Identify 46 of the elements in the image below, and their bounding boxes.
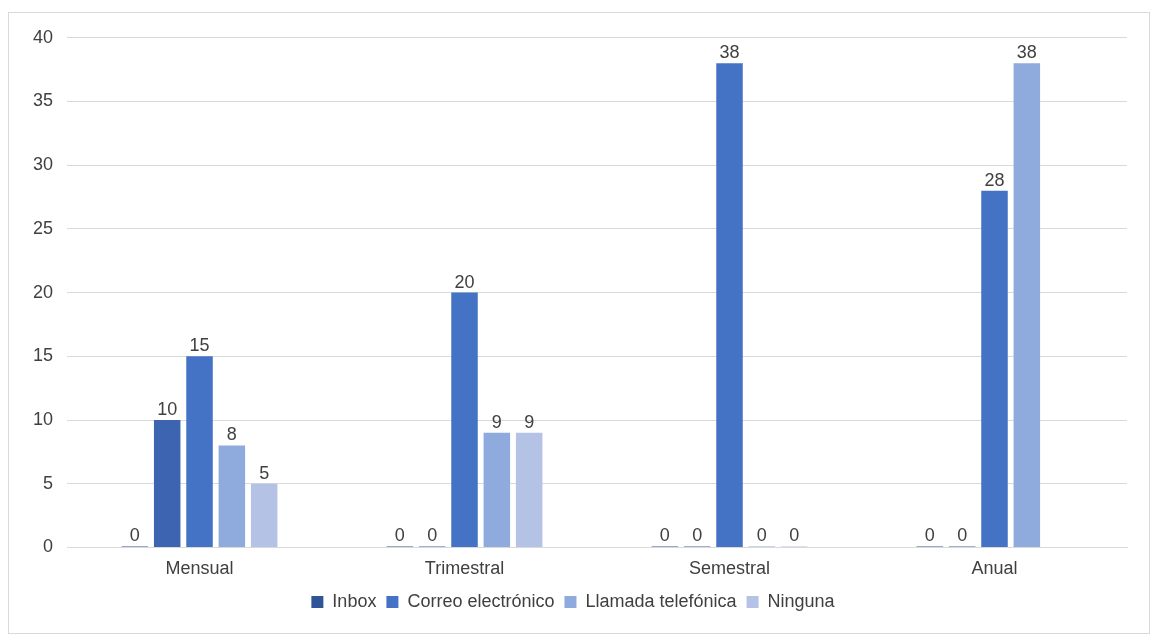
y-tick-label: 35 <box>32 90 54 111</box>
data-label: 5 <box>259 462 270 483</box>
x-tick-label: Mensual <box>165 558 234 579</box>
y-tick-label: 5 <box>43 472 54 493</box>
bar <box>483 432 511 547</box>
x-tick-label: Anual <box>971 558 1018 579</box>
data-label: 38 <box>1016 42 1037 63</box>
bar <box>250 483 278 547</box>
y-tick-label: 10 <box>32 408 54 429</box>
y-tick-label: 15 <box>32 345 54 366</box>
x-tick-label: Trimestral <box>424 558 505 579</box>
legend-label: Llamada telefónica <box>585 590 738 611</box>
data-label: 9 <box>491 411 502 432</box>
y-tick-label: 40 <box>32 26 54 47</box>
data-label: 0 <box>394 525 405 546</box>
bar <box>186 356 213 547</box>
data-label: 38 <box>719 42 740 63</box>
bar <box>218 445 246 547</box>
data-label: 28 <box>984 169 1005 190</box>
x-tick-label: Semestral <box>688 558 771 579</box>
data-label: 0 <box>129 525 140 546</box>
legend-label: Correo electrónico <box>407 590 555 611</box>
data-label: 0 <box>659 525 670 546</box>
data-label: 15 <box>189 335 210 356</box>
y-tick-label: 0 <box>43 536 54 557</box>
data-label: 10 <box>157 399 178 419</box>
bar <box>981 190 1008 547</box>
bar <box>153 420 181 547</box>
data-label: 0 <box>957 525 968 546</box>
bar <box>1013 63 1041 547</box>
legend-label: Inbox <box>332 590 377 611</box>
data-label: 8 <box>226 424 237 445</box>
legend-label: Ninguna <box>767 590 836 611</box>
y-tick-label: 20 <box>32 281 54 302</box>
bar <box>515 432 543 547</box>
data-label: 0 <box>756 525 767 546</box>
data-label: 9 <box>524 411 535 432</box>
data-label: 0 <box>427 525 438 546</box>
y-tick-label: 25 <box>32 217 54 238</box>
data-label: 0 <box>789 525 800 546</box>
bar <box>451 292 478 547</box>
data-label: 20 <box>454 271 475 292</box>
data-label: 0 <box>692 525 703 546</box>
data-label: 0 <box>924 525 935 546</box>
y-tick-label: 30 <box>32 154 54 175</box>
bar <box>716 63 743 547</box>
